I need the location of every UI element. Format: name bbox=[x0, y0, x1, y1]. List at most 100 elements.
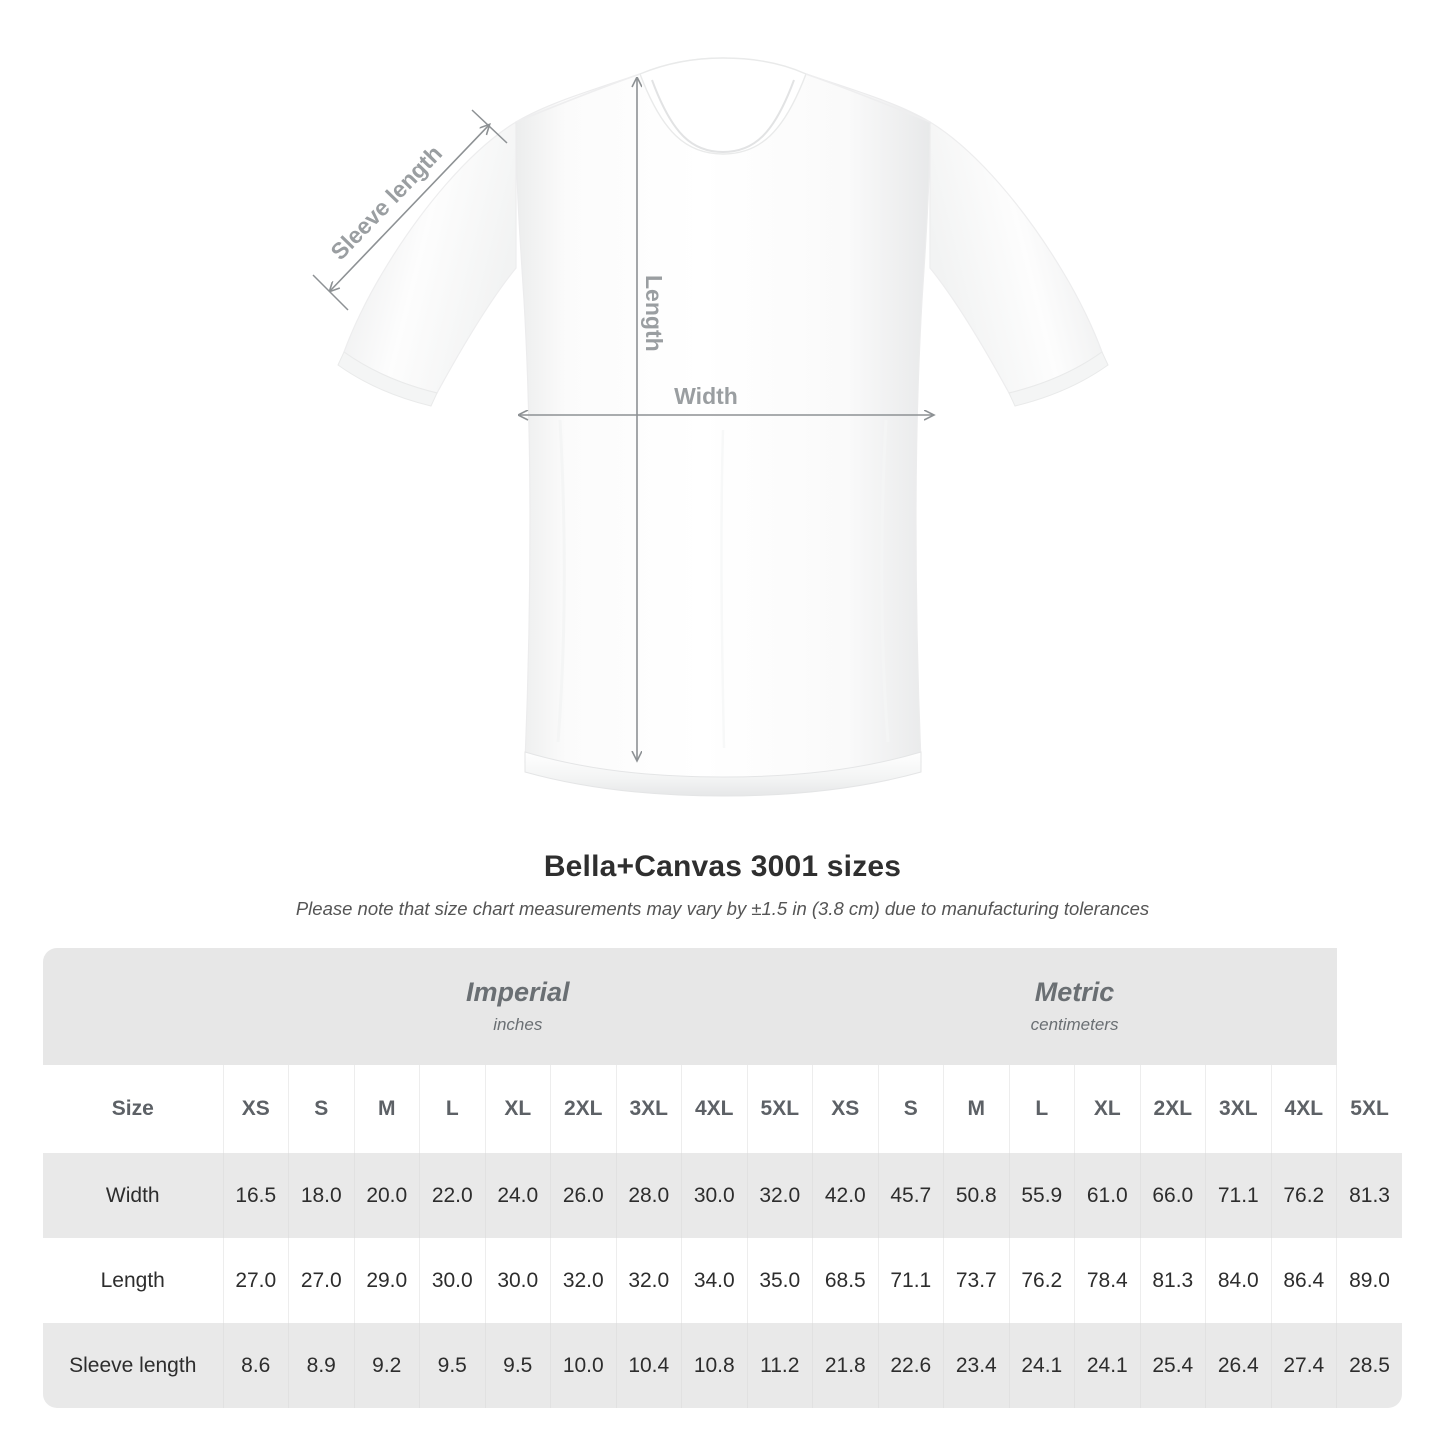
cell-length-metric-l: 76.2 bbox=[1009, 1238, 1076, 1323]
size-header-imperial-m: M bbox=[354, 1065, 420, 1153]
table-row: Sleeve length 8.6 8.9 9.2 9.5 9.5 10.0 1… bbox=[43, 1323, 1402, 1408]
size-header-imperial-3xl: 3XL bbox=[616, 1065, 682, 1153]
cell-width-metric-2xl: 66.0 bbox=[1140, 1153, 1207, 1238]
tolerance-note: Please note that size chart measurements… bbox=[295, 898, 1150, 919]
unit-banner-spacer bbox=[43, 948, 223, 1065]
size-header-metric-5xl: 5XL bbox=[1336, 1065, 1402, 1153]
size-table: Imperial inches Metric centimeters Size … bbox=[43, 948, 1402, 1408]
size-header-imperial-s: S bbox=[288, 1065, 355, 1153]
cell-sleeve-metric-xs: 21.8 bbox=[812, 1323, 879, 1408]
size-table-container: Imperial inches Metric centimeters Size … bbox=[43, 948, 1402, 1408]
cell-length-imperial-5xl: 35.0 bbox=[747, 1238, 814, 1323]
cell-sleeve-metric-s: 22.6 bbox=[878, 1323, 945, 1408]
cell-width-imperial-4xl: 30.0 bbox=[681, 1153, 748, 1238]
unit-banner-row: Imperial inches Metric centimeters bbox=[43, 948, 1402, 1065]
cell-width-imperial-5xl: 32.0 bbox=[747, 1153, 814, 1238]
cell-sleeve-imperial-s: 8.9 bbox=[288, 1323, 355, 1408]
table-row: Width 16.5 18.0 20.0 22.0 24.0 26.0 28.0… bbox=[43, 1153, 1402, 1238]
tshirt-illustration bbox=[337, 57, 1109, 797]
cell-sleeve-imperial-m: 9.2 bbox=[354, 1323, 420, 1408]
length-label: Length bbox=[641, 275, 667, 352]
cell-sleeve-metric-l: 24.1 bbox=[1009, 1323, 1076, 1408]
unit-name-imperial: Imperial bbox=[466, 976, 570, 1007]
cell-sleeve-metric-3xl: 26.4 bbox=[1205, 1323, 1272, 1408]
measurement-arrows bbox=[312, 78, 933, 760]
cell-width-imperial-3xl: 28.0 bbox=[616, 1153, 682, 1238]
sleeve-endcap-top bbox=[471, 109, 508, 144]
size-header-imperial-l: L bbox=[419, 1065, 486, 1153]
sleeve-length-arrow bbox=[330, 125, 489, 291]
cell-length-metric-5xl: 89.0 bbox=[1336, 1238, 1402, 1323]
cell-sleeve-imperial-l: 9.5 bbox=[419, 1323, 486, 1408]
cell-length-metric-xs: 68.5 bbox=[812, 1238, 879, 1323]
size-header-metric-4xl: 4XL bbox=[1271, 1065, 1338, 1153]
cell-width-metric-3xl: 71.1 bbox=[1205, 1153, 1272, 1238]
cell-length-imperial-l: 30.0 bbox=[419, 1238, 486, 1323]
cell-width-metric-s: 45.7 bbox=[878, 1153, 945, 1238]
cell-sleeve-imperial-3xl: 10.4 bbox=[616, 1323, 682, 1408]
cell-length-metric-xl: 78.4 bbox=[1074, 1238, 1141, 1323]
cell-width-metric-xl: 61.0 bbox=[1074, 1153, 1141, 1238]
cell-width-imperial-xs: 16.5 bbox=[223, 1153, 289, 1238]
row-label-width: Width bbox=[43, 1153, 224, 1238]
cell-width-imperial-2xl: 26.0 bbox=[550, 1153, 617, 1238]
tshirt-measurement-diagram: Length Width Sleeve length bbox=[312, 57, 1109, 797]
size-header-metric-2xl: 2XL bbox=[1140, 1065, 1207, 1153]
unit-sub-imperial: inches bbox=[493, 1015, 543, 1035]
cell-length-metric-s: 71.1 bbox=[878, 1238, 945, 1323]
cell-sleeve-imperial-4xl: 10.8 bbox=[681, 1323, 748, 1408]
unit-group-imperial: Imperial inches bbox=[223, 948, 813, 1065]
unit-group-metric: Metric centimeters bbox=[812, 948, 1337, 1065]
cell-length-metric-3xl: 84.0 bbox=[1205, 1238, 1272, 1323]
cell-width-imperial-s: 18.0 bbox=[288, 1153, 355, 1238]
cell-width-imperial-m: 20.0 bbox=[354, 1153, 420, 1238]
row-label-sleeve-length: Sleeve length bbox=[43, 1323, 224, 1408]
size-header-metric-l: L bbox=[1009, 1065, 1076, 1153]
cell-length-metric-m: 73.7 bbox=[943, 1238, 1010, 1323]
cell-width-metric-4xl: 76.2 bbox=[1271, 1153, 1338, 1238]
size-header-imperial-4xl: 4XL bbox=[681, 1065, 748, 1153]
cell-width-metric-l: 55.9 bbox=[1009, 1153, 1076, 1238]
cell-sleeve-imperial-xl: 9.5 bbox=[485, 1323, 551, 1408]
cell-sleeve-metric-m: 23.4 bbox=[943, 1323, 1010, 1408]
size-header-row: Size XS S M L XL 2XL 3XL 4XL 5XL XS S M … bbox=[43, 1065, 1402, 1153]
cell-length-imperial-3xl: 32.0 bbox=[616, 1238, 682, 1323]
unit-name-metric: Metric bbox=[1034, 976, 1115, 1007]
size-header-metric-3xl: 3XL bbox=[1205, 1065, 1272, 1153]
size-header-imperial-2xl: 2XL bbox=[550, 1065, 617, 1153]
cell-sleeve-imperial-5xl: 11.2 bbox=[747, 1323, 814, 1408]
cell-width-metric-m: 50.8 bbox=[943, 1153, 1010, 1238]
cell-length-imperial-xl: 30.0 bbox=[485, 1238, 551, 1323]
cell-length-imperial-2xl: 32.0 bbox=[550, 1238, 617, 1323]
cell-length-imperial-4xl: 34.0 bbox=[681, 1238, 748, 1323]
cell-sleeve-metric-2xl: 25.4 bbox=[1140, 1323, 1207, 1408]
row-label-length: Length bbox=[43, 1238, 224, 1323]
size-header-metric-xs: XS bbox=[812, 1065, 879, 1153]
unit-sub-metric: centimeters bbox=[1030, 1015, 1119, 1035]
cell-length-imperial-m: 29.0 bbox=[354, 1238, 420, 1323]
cell-sleeve-imperial-xs: 8.6 bbox=[223, 1323, 289, 1408]
size-header-metric-s: S bbox=[878, 1065, 945, 1153]
page-title: Bella+Canvas 3001 sizes bbox=[543, 850, 902, 883]
cell-width-metric-5xl: 81.3 bbox=[1336, 1153, 1402, 1238]
sleeve-endcap-bottom bbox=[312, 274, 349, 311]
cell-length-imperial-xs: 27.0 bbox=[223, 1238, 289, 1323]
size-header-label: Size bbox=[43, 1065, 224, 1153]
cell-width-metric-xs: 42.0 bbox=[812, 1153, 879, 1238]
cell-length-metric-4xl: 86.4 bbox=[1271, 1238, 1338, 1323]
size-header-metric-m: M bbox=[943, 1065, 1010, 1153]
cell-sleeve-metric-xl: 24.1 bbox=[1074, 1323, 1141, 1408]
size-header-imperial-5xl: 5XL bbox=[747, 1065, 814, 1153]
cell-width-imperial-l: 22.0 bbox=[419, 1153, 486, 1238]
cell-length-metric-2xl: 81.3 bbox=[1140, 1238, 1207, 1323]
cell-sleeve-metric-4xl: 27.4 bbox=[1271, 1323, 1338, 1408]
cell-sleeve-imperial-2xl: 10.0 bbox=[550, 1323, 617, 1408]
width-label: Width bbox=[674, 383, 738, 409]
cell-sleeve-metric-5xl: 28.5 bbox=[1336, 1323, 1402, 1408]
cell-length-imperial-s: 27.0 bbox=[288, 1238, 355, 1323]
size-header-metric-xl: XL bbox=[1074, 1065, 1141, 1153]
table-row: Length 27.0 27.0 29.0 30.0 30.0 32.0 32.… bbox=[43, 1238, 1402, 1323]
size-header-imperial-xl: XL bbox=[485, 1065, 551, 1153]
size-header-imperial-xs: XS bbox=[223, 1065, 289, 1153]
